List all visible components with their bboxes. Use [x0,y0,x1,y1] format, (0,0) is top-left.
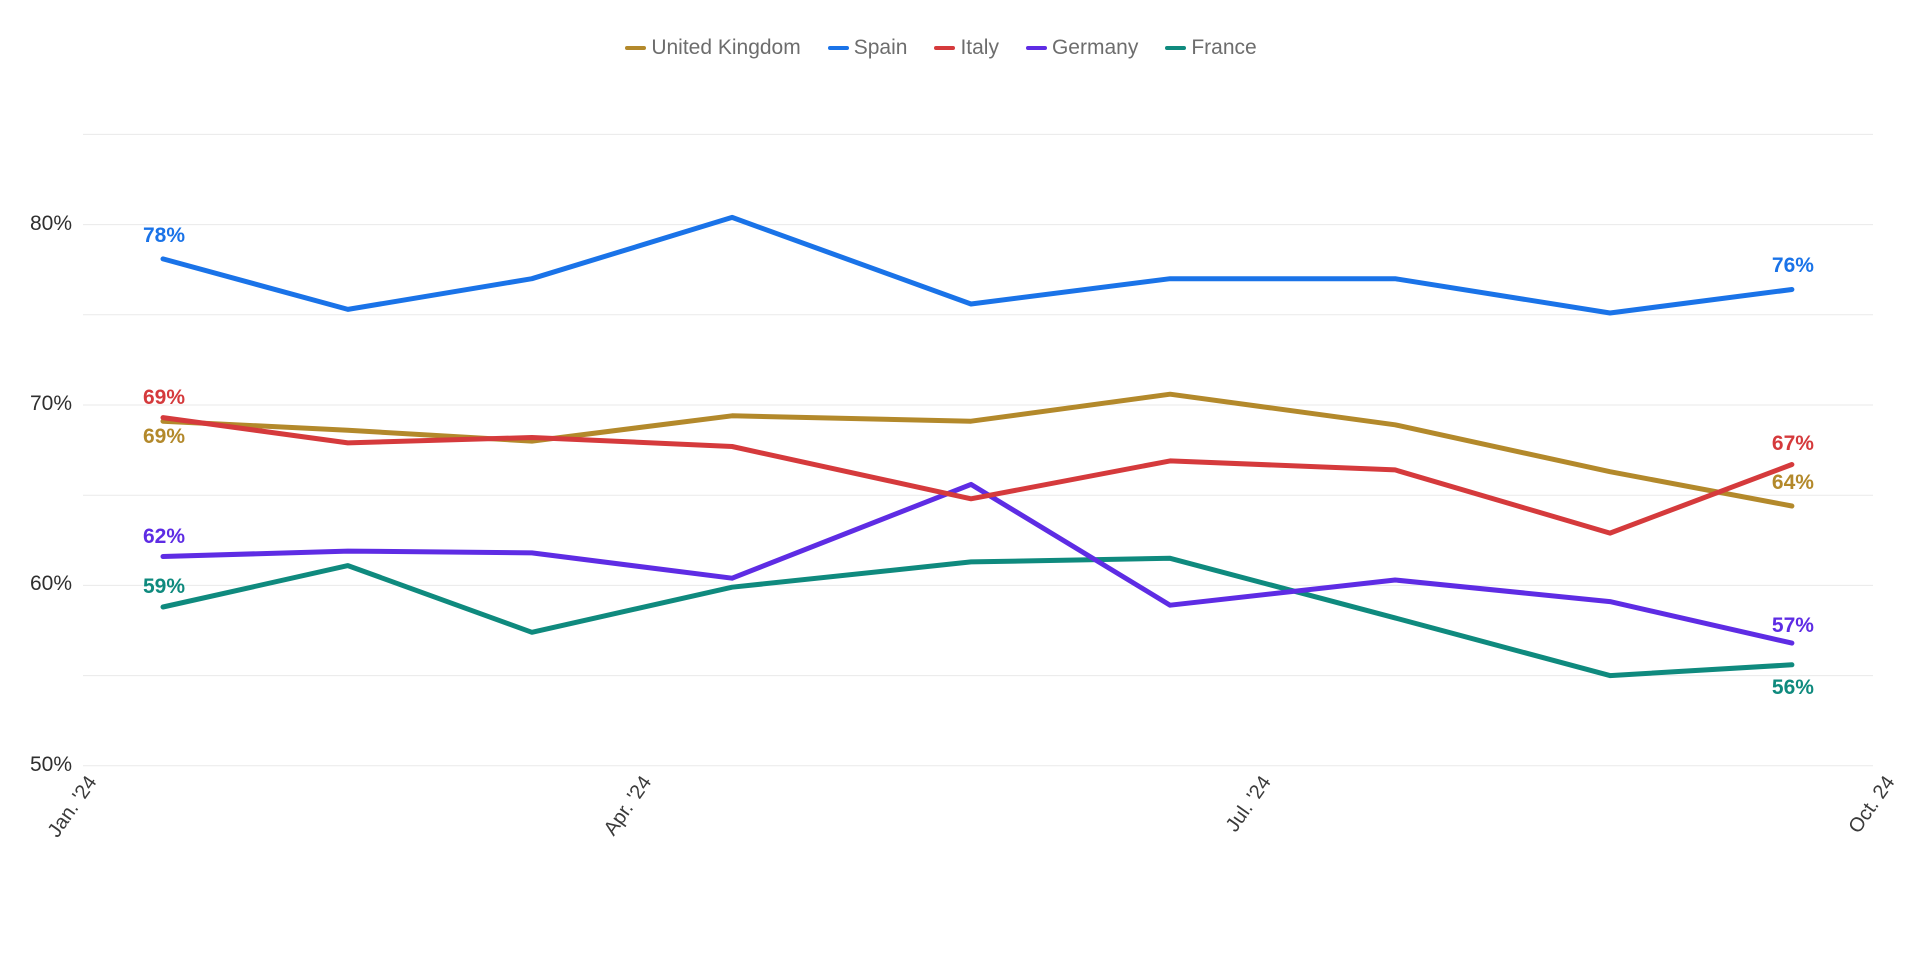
legend-item-spain[interactable]: Spain [827,36,908,60]
start-value-label-france: 59% [142,575,186,599]
y-tick-80: 80% [29,211,72,235]
legend-swatch-icon [1025,46,1047,50]
legend-swatch-icon [934,46,956,50]
y-tick-60: 60% [29,572,72,596]
chart-legend: United Kingdom Spain Italy Germany France [0,36,1920,60]
start-value-label-united-kingdom: 69% [142,425,186,449]
series-line-germany[interactable] [160,481,1795,646]
end-value-label-united-kingdom: 64% [1771,471,1814,495]
series-line-united-kingdom[interactable] [160,391,1795,509]
legend-swatch-icon [1165,46,1187,50]
legend-item-france[interactable]: France [1165,36,1257,60]
start-value-label-germany: 62% [142,524,186,548]
y-tick-50: 50% [29,752,72,776]
legend-item-united-kingdom[interactable]: United Kingdom [625,36,801,60]
legend-label: Italy [960,36,999,59]
legend-label: France [1191,36,1257,59]
end-value-label-spain: 76% [1771,253,1814,277]
legend-item-italy[interactable]: Italy [934,36,999,60]
legend-label: Spain [853,36,908,59]
series-line-spain[interactable] [160,214,1795,316]
end-value-label-italy: 67% [1771,431,1814,455]
legend-item-germany[interactable]: Germany [1025,36,1139,60]
start-value-label-spain: 78% [142,223,186,247]
series-line-italy[interactable] [160,415,1795,536]
start-value-label-italy: 69% [142,385,186,409]
legend-label: Germany [1051,36,1139,59]
series-line-france[interactable] [160,555,1795,679]
legend-swatch-icon [625,46,647,50]
end-value-label-germany: 57% [1771,614,1814,638]
legend-swatch-icon [827,46,849,50]
legend-label: United Kingdom [651,36,801,59]
end-value-label-france: 56% [1771,675,1814,699]
y-tick-70: 70% [29,392,72,415]
